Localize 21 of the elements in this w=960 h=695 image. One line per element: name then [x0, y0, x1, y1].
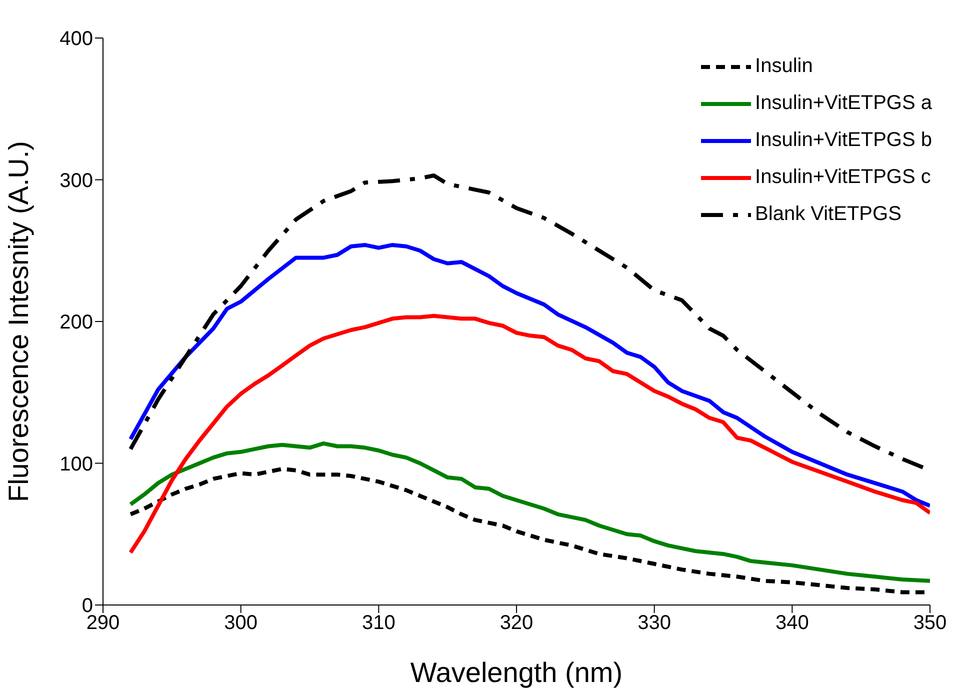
legend-label: Insulin: [755, 54, 813, 79]
x-tick-label: 350: [913, 612, 947, 634]
line-series: [128, 242, 930, 508]
y-axis-title: Fluorescence Intesnity (A.U.): [2, 140, 34, 502]
y-tick-label: 100: [60, 453, 93, 476]
x-tick-label: 340: [775, 612, 809, 634]
x-tick-label: 320: [500, 612, 534, 634]
x-tick-label: 300: [224, 612, 258, 634]
x-tick-label: 330: [638, 612, 672, 634]
legend-label: Insulin+VitETPGS a: [755, 91, 932, 116]
y-tick-label: 400: [60, 28, 93, 50]
legend-label: Insulin+VitETPGS b: [755, 128, 932, 153]
line-series: [128, 314, 930, 555]
line-series: [128, 441, 930, 583]
x-tick-label: 290: [86, 612, 120, 634]
legend-label: Insulin+VitETPGS c: [755, 165, 931, 190]
x-tick-label: 310: [362, 612, 396, 634]
y-tick-label: 300: [60, 170, 93, 192]
y-tick-label: 200: [60, 312, 93, 334]
x-axis-title: Wavelength (nm): [410, 657, 623, 688]
legend-label: Blank VitETPGS: [755, 202, 902, 227]
